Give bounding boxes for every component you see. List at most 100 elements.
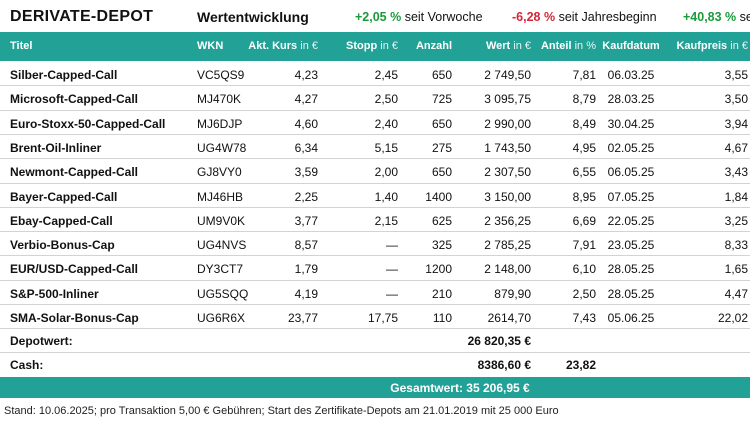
cell: 325 [431, 238, 452, 253]
cell: 28.03.25 [607, 92, 655, 107]
cell: 07.05.25 [607, 189, 655, 204]
cell: 1,79 [294, 262, 318, 277]
cell: 1,84 [724, 189, 748, 204]
row-separator [0, 182, 750, 184]
column-header: Anteil in % [541, 41, 596, 52]
cell: 110 [432, 311, 452, 325]
cell: 3,50 [724, 92, 748, 107]
column-header: WKN [197, 41, 223, 52]
cell: 1400 [425, 189, 452, 204]
cell: 725 [431, 92, 452, 107]
cell: — [386, 238, 398, 253]
cell: 2,40 [374, 116, 398, 131]
footer: Stand: 10.06.2025; pro Transaktion 5,00 … [4, 405, 559, 417]
title-cell: S&P-500-Inliner [10, 286, 99, 301]
row-separator [0, 279, 750, 281]
cell: 625 [431, 213, 452, 228]
cell: 650 [431, 165, 452, 180]
cell: 05.06.25 [607, 311, 655, 325]
cell: 2,50 [374, 92, 398, 107]
row-separator [0, 109, 750, 111]
cell: 2,25 [294, 189, 318, 204]
cell: 2 356,25 [484, 213, 531, 228]
stat-value: +40,83 % [683, 10, 737, 24]
cell: MJ6DJP [197, 116, 243, 131]
stat: +40,83 % seit [683, 11, 750, 24]
cell: 17,75 [367, 311, 398, 325]
column-name: Akt. Kurs [248, 40, 298, 52]
stat-label: seit [739, 10, 750, 24]
cell: 3,94 [724, 116, 748, 131]
subtitle: Wertentwicklung [197, 9, 309, 25]
column-unit: in € [513, 40, 531, 52]
stat-label: seit Jahresbeginn [558, 10, 657, 24]
cell: 7,91 [572, 238, 596, 253]
depotwert-label: Depotwert: [10, 334, 73, 349]
column-header: Wert in € [486, 41, 531, 52]
cell: 3,59 [294, 165, 318, 180]
cell: 1,40 [374, 189, 398, 204]
cell: 2,00 [374, 165, 398, 180]
cell: UG6R6X [197, 311, 246, 325]
cell: 1,65 [724, 262, 748, 277]
row-separator [0, 133, 750, 135]
cell: 28.05.25 [607, 262, 655, 277]
cell: 4,95 [572, 140, 596, 155]
cell: 06.05.25 [607, 165, 655, 180]
cell: 879,90 [494, 286, 531, 301]
header-bar [0, 32, 750, 61]
cell: 8,79 [572, 92, 596, 107]
cell: 4,47 [724, 286, 748, 301]
cell: 4,27 [294, 92, 318, 107]
column-name: Kaufdatum [602, 40, 660, 52]
cell: — [386, 262, 398, 277]
cell: 23,77 [287, 311, 318, 325]
cell: 6,69 [572, 213, 596, 228]
cell: DY3CT7 [197, 262, 244, 277]
column-name: Wert [485, 40, 511, 52]
cell: 2 990,00 [484, 116, 531, 131]
cell: 02.05.25 [607, 140, 655, 155]
cell: 22.05.25 [607, 213, 655, 228]
column-unit: in % [574, 40, 596, 52]
cell: 650 [431, 116, 452, 131]
cell: 30.04.25 [607, 116, 655, 131]
cell: 2 307,50 [484, 165, 531, 180]
cell: 7,81 [572, 68, 596, 82]
cell: MJ46HB [197, 189, 244, 204]
row-separator [0, 328, 750, 330]
cell: 8,57 [294, 238, 318, 253]
cell: 6,34 [294, 140, 318, 155]
column-header: Stopp in € [346, 41, 398, 52]
stat-label: seit Vorwoche [404, 10, 483, 24]
stat-value: -6,28 % [512, 10, 556, 24]
cell: 8,95 [572, 189, 596, 204]
row-separator [0, 304, 750, 305]
cell: 8,33 [724, 238, 748, 253]
cell: 22,02 [717, 311, 748, 325]
cell: 4,23 [294, 68, 318, 82]
title-cell: Ebay-Capped-Call [10, 213, 113, 228]
cell: 06.03.25 [607, 68, 655, 82]
cell: 3 095,75 [484, 92, 531, 107]
row-separator [0, 352, 750, 354]
cell: UG4NVS [197, 238, 247, 253]
cash-share: 23,82 [565, 358, 596, 373]
column-name: Titel [10, 40, 33, 52]
column-header: Anzahl [416, 41, 452, 52]
stat: +2,05 % seit Vorwoche [355, 11, 483, 24]
column-name: Stopp [346, 40, 378, 52]
cell: MJ470K [197, 92, 242, 107]
cell: 5,15 [374, 140, 398, 155]
cash-value: 8386,60 € [477, 358, 531, 373]
depot-title: DERIVATE-DEPOT [10, 8, 154, 25]
column-name: Kaufpreis [676, 40, 728, 52]
row-separator [0, 158, 750, 160]
title-cell: Bayer-Capped-Call [10, 189, 118, 204]
cell: 3,43 [724, 165, 748, 180]
row-separator [0, 206, 750, 208]
row-separator [0, 85, 750, 87]
cell: — [386, 286, 398, 301]
row-separator [0, 255, 750, 257]
